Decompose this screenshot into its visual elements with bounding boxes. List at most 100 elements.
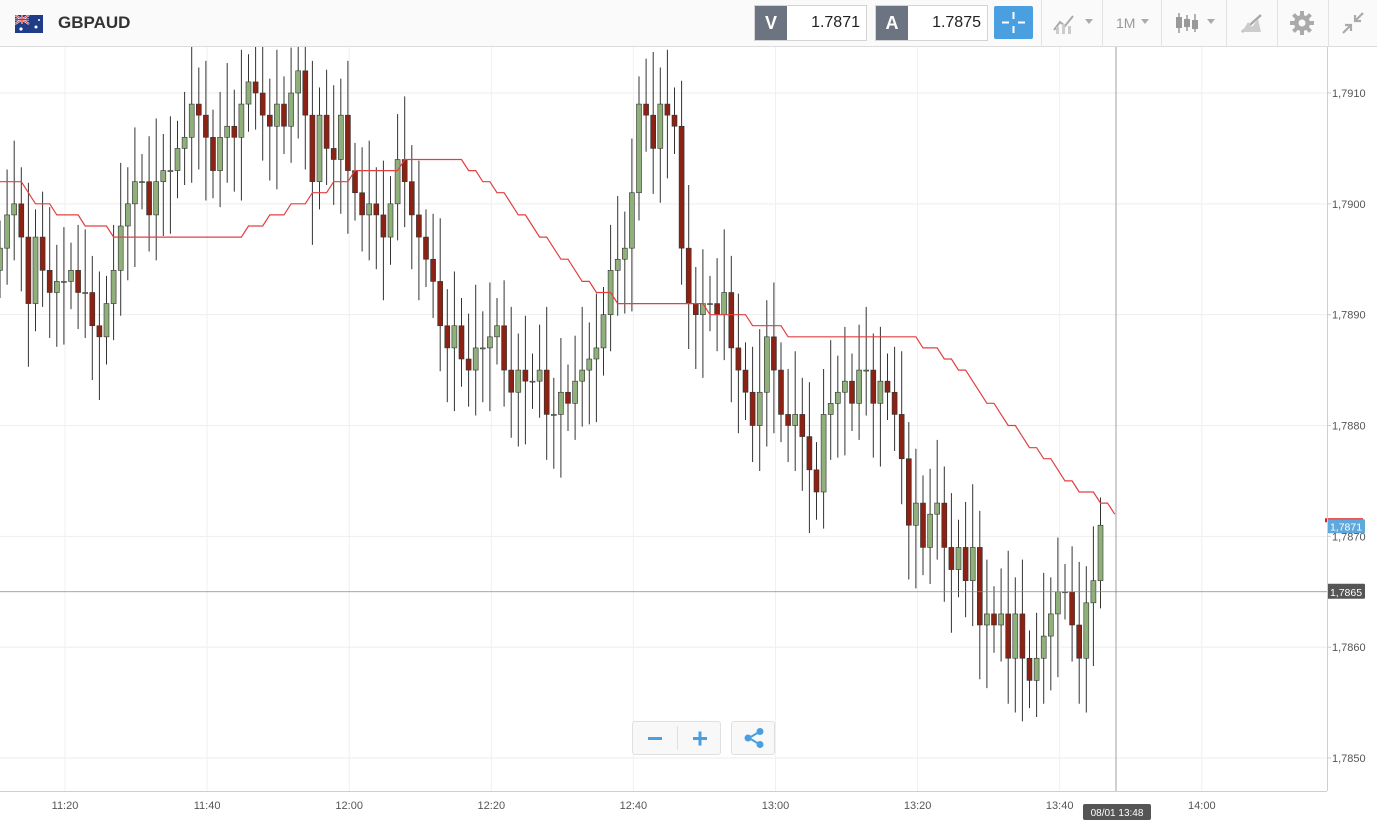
collapse-button[interactable] [1329,0,1377,47]
candle [849,353,855,432]
candle-body-up [998,613,1004,626]
crosshair-price-label-bg [1327,583,1365,599]
candle [330,85,337,205]
candle [174,120,181,199]
candle [274,49,280,190]
candle-body-up [792,414,799,426]
candle-body-down [522,369,529,382]
candle-body-down [380,214,387,238]
candle [210,109,216,199]
x-tick-label: 11:40 [194,800,221,812]
candle-body-down [46,270,53,293]
candle [18,167,25,292]
candle-body-up [721,292,728,315]
candle [543,306,550,460]
candle-body-up [125,203,131,227]
candle-body-up [167,170,174,172]
buy-price-button[interactable]: A 1.7875 [875,5,988,41]
candle [181,91,188,185]
candle [643,58,649,152]
minus-icon [648,737,662,740]
candle-body-down [210,137,216,171]
candle-body-up [153,181,159,216]
candle [976,510,983,680]
y-tick-label: 1,7850 [1332,753,1366,765]
candle-body-up [550,414,557,416]
candle [799,377,806,491]
candle [870,333,877,458]
candle-body-up [600,314,607,349]
candle [1033,612,1040,717]
x-tick-label: 13:20 [904,800,932,812]
candle-body-up [181,137,188,149]
zoom-out-button[interactable] [633,722,677,754]
candle [373,167,380,270]
candle-body-down [323,114,330,149]
sell-price-button[interactable]: V 1.7871 [754,5,867,41]
y-tick-label: 1,7870 [1332,531,1366,543]
candle [692,267,699,369]
candle [877,326,884,467]
crosshair-time-label: 08/01 13:48 [1091,808,1144,819]
candle [863,306,870,416]
candle-body-down [359,192,365,216]
candle-body-down [281,103,287,127]
candle [281,76,287,154]
candle-body-up [1033,657,1040,681]
candle-body-up [934,502,941,515]
candle [4,169,10,285]
candle [11,140,17,261]
candle [139,153,145,210]
candle-body-down [543,369,550,415]
sell-tag: V [755,6,787,40]
candle-body-down [941,502,948,548]
zoom-in-button[interactable] [678,722,722,754]
chart-type-dropdown[interactable] [1162,0,1225,47]
timeframe-dropdown[interactable]: 1M [1103,0,1160,47]
candle-body-down [650,114,657,149]
candle-body-down [89,292,96,327]
candle-body-up [536,369,543,382]
share-button[interactable] [731,721,775,755]
candle [39,191,46,307]
candle [46,207,53,338]
candle-body-up [132,181,138,205]
candle-body-down [501,325,507,371]
candle [110,224,117,341]
candle [749,346,756,463]
candle [728,255,735,403]
candle-body-up [834,391,841,404]
candle-body-down [749,391,756,426]
candle [359,147,365,252]
x-tick-label: 11:20 [52,800,79,812]
candle [295,47,302,139]
candle-body-down [905,458,912,526]
candle [1069,546,1075,662]
candle [146,136,152,252]
candle-body-down [948,547,955,570]
candle-body-up [53,281,60,293]
candle [771,282,777,434]
candle-body-up [217,137,223,171]
instrument-symbol: GBPAUD [58,13,131,32]
drawing-tools-button[interactable] [1227,0,1276,47]
candle-body-down [692,303,699,315]
candle [657,67,664,203]
candle [969,484,976,627]
candle-body-up [160,170,167,182]
price-chart[interactable]: 1,7871 1,7865 08/01 13:48 1,7910 1,7900 1,78… [0,47,1377,823]
candle-body-up [877,380,884,404]
candle-body-up [1040,635,1047,659]
candle [437,218,444,372]
crosshair-icon [1002,12,1025,33]
candle-body-up [224,125,230,138]
candle-body-up [494,325,500,338]
candle [1019,559,1026,722]
candle-body-up [827,403,834,415]
candle [1090,526,1097,667]
indicators-button[interactable] [1042,0,1101,47]
settings-button[interactable] [1278,0,1327,47]
crosshair-button[interactable] [994,6,1033,39]
x-tick-label: 13:40 [1046,800,1074,812]
candle-body-up [863,369,870,372]
